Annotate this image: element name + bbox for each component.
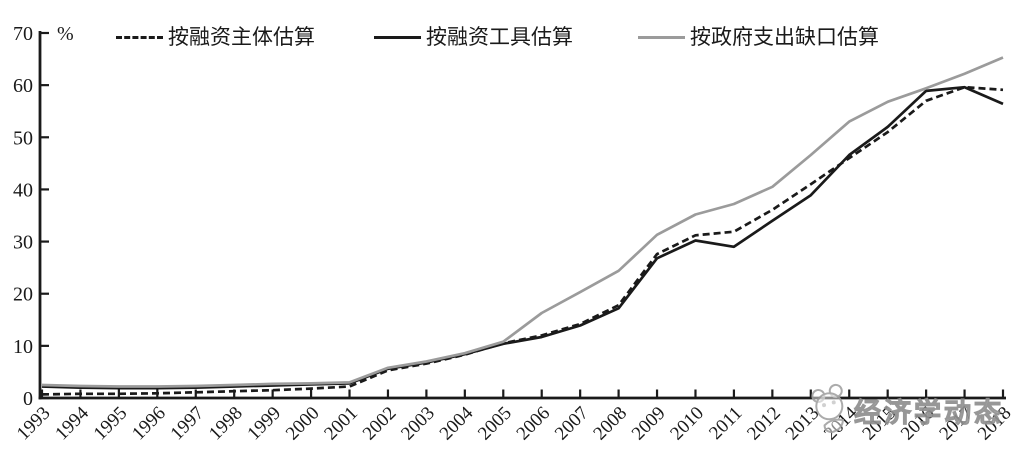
x-tick-label: 2008	[589, 403, 631, 445]
y-tick-label: 20	[13, 284, 33, 306]
x-tick-label: 2001	[320, 403, 362, 445]
x-tick-label: 2017	[935, 403, 977, 445]
legend-solid-line-icon	[374, 35, 421, 39]
x-tick-label: 2009	[628, 403, 670, 445]
x-tick-label: 2004	[436, 402, 478, 444]
x-tick-label: 2003	[397, 403, 439, 445]
legend-label: 按融资主体估算	[168, 25, 315, 49]
y-tick-label: 0	[23, 388, 33, 410]
series-line-solid-gray	[41, 56, 1004, 388]
x-tick-label: 2010	[666, 403, 708, 445]
legend-item-solid-gray: 按政府支出缺口估算	[638, 25, 879, 49]
x-tick-label: 1993	[13, 403, 55, 445]
x-tick-label: 2013	[782, 403, 824, 445]
y-tick-label: 60	[13, 75, 33, 97]
y-tick-label: 70	[13, 23, 33, 45]
y-tick-label: 40	[13, 179, 33, 201]
x-tick-label: 2002	[359, 403, 401, 445]
legend-dashed-line-icon	[116, 35, 163, 39]
x-tick-label: 1994	[51, 402, 93, 444]
x-tick-label: 2005	[474, 403, 516, 445]
x-tick-label: 2006	[513, 403, 555, 445]
y-tick-label: 10	[13, 336, 33, 358]
legend-item-dashed: 按融资主体估算	[116, 25, 315, 49]
legend-gray-line-icon	[638, 35, 685, 39]
legend-label: 按融资工具估算	[426, 25, 573, 49]
x-tick-label: 2015	[858, 403, 900, 445]
legend-label: 按政府支出缺口估算	[690, 25, 879, 49]
x-tick-label: 2012	[743, 403, 785, 445]
x-tick-label: 1998	[205, 403, 247, 445]
series-line-dashed-black	[41, 85, 1004, 396]
y-axis-unit-label: %	[57, 23, 74, 45]
x-tick-label: 2018	[974, 403, 1016, 445]
x-tick-label: 1997	[167, 403, 209, 445]
y-tick-label: 30	[13, 232, 33, 254]
x-tick-label: 2007	[551, 403, 593, 445]
x-tick-label: 1995	[90, 403, 132, 445]
series-line-solid-black	[41, 85, 1004, 390]
legend-item-solid-black: 按融资工具估算	[374, 25, 573, 49]
x-tick-label: 1996	[128, 403, 170, 445]
x-tick-label: 2011	[705, 403, 746, 444]
x-tick-label: 2016	[897, 403, 939, 445]
x-tick-label: 1999	[243, 403, 285, 445]
x-tick-label: 2000	[282, 403, 324, 445]
x-tick-label: 2014	[820, 402, 862, 444]
y-tick-label: 50	[13, 127, 33, 149]
